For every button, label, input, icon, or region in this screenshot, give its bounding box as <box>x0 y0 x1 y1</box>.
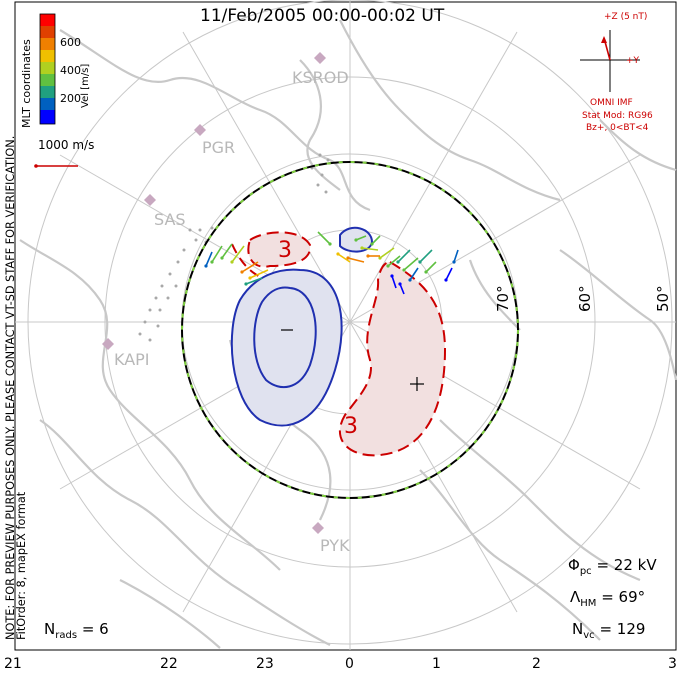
velocity-vectors <box>204 231 459 295</box>
colorbar-tick-600: 600 <box>60 36 81 49</box>
latitude-label-60: 60° <box>576 285 594 312</box>
positive-potential-cell <box>339 260 447 457</box>
negative-potential-cell <box>230 268 343 427</box>
contour-label-pos: 3 <box>344 414 358 439</box>
fit-order-label: FitOrder: 8, mapEX format <box>15 491 28 640</box>
colorbar-tick-200: 200 <box>60 92 81 105</box>
vector-scale-label: 1000 m/s <box>38 138 95 152</box>
nvc-stat: Nvc = 129 <box>572 620 646 641</box>
latitude-label-70: 70° <box>494 285 512 312</box>
mlt-label-23: 23 <box>256 656 274 672</box>
imf-y-label: +Y <box>626 56 640 66</box>
mlt-label-22: 22 <box>160 656 178 672</box>
coords-label: MLT coordinates <box>20 39 33 128</box>
negative-contour-tail <box>231 243 263 279</box>
mlt-label-2: 2 <box>532 656 541 672</box>
imf-condition: Bz+, 0<BT<4 <box>586 123 649 133</box>
mlt-label-1: 1 <box>432 656 441 672</box>
colorbar-tick-400: 400 <box>60 64 81 77</box>
imf-source: OMNI IMF <box>590 98 633 108</box>
grid-lines <box>15 0 676 650</box>
positive-minor-cell <box>247 231 312 268</box>
mlt-label-21: 21 <box>4 656 22 672</box>
station-label-ksrod: KSROD <box>292 68 349 87</box>
station-label-kapi: KAPI <box>114 350 150 369</box>
plot-title: 11/Feb/2005 00:00-00:02 UT <box>200 6 445 26</box>
colorbar-label: Vel [m/s] <box>80 63 91 108</box>
station-label-sas: SAS <box>154 210 186 229</box>
colorbar <box>39 13 56 125</box>
imf-z-label: +Z (5 nT) <box>604 12 648 22</box>
imf-model: Stat Mod: RG96 <box>582 111 653 121</box>
station-label-pyk: PYK <box>320 536 350 555</box>
lambda-hm-stat: ΛHM = 69° <box>570 588 646 609</box>
latitude-label-50: 50° <box>654 285 672 312</box>
radar-dots <box>138 153 330 342</box>
hm-boundary-dashes <box>181 161 519 499</box>
nrads-stat: Nrads = 6 <box>44 620 109 641</box>
mlt-label-3: 3 <box>668 656 677 672</box>
contour-label-neg: 3 <box>278 238 292 263</box>
negative-potential-inner <box>253 286 317 388</box>
imf-clock <box>580 30 640 92</box>
phi-pc-stat: Φpc = 22 kV <box>568 556 657 577</box>
station-label-pgr: PGR <box>202 138 236 157</box>
mlt-label-0: 0 <box>345 656 354 672</box>
station-markers <box>102 52 326 534</box>
